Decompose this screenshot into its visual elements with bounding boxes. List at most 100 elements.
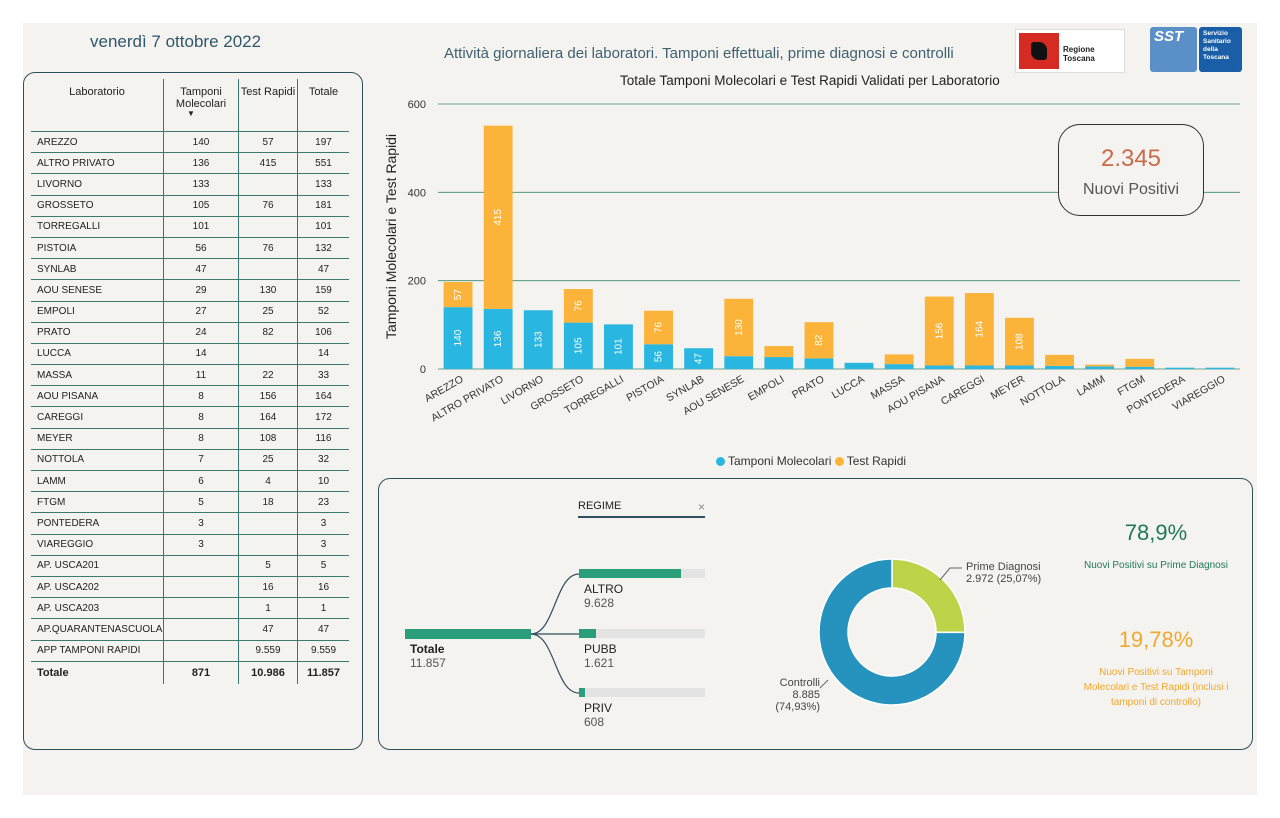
cell-totale: 159 [297, 279, 349, 302]
tree-bar-priv[interactable] [579, 688, 705, 697]
table-row[interactable]: EMPOLI 27 25 52 [31, 301, 349, 323]
bar-test-rapidi[interactable] [443, 281, 473, 308]
table-row[interactable]: AP. USCA203 1 1 [31, 597, 349, 620]
regione-toscana-logo: Regione Toscana [1015, 29, 1125, 73]
cell-totale: 16 [297, 576, 349, 599]
bar-tamponi[interactable] [724, 356, 754, 369]
bar-test-rapidi[interactable] [724, 298, 754, 357]
bar-tamponi[interactable] [924, 365, 954, 369]
table-row[interactable]: SYNLAB 47 47 [31, 258, 349, 281]
bar-tamponi[interactable] [483, 308, 513, 369]
table-row[interactable]: LIVORNO 133 133 [31, 173, 349, 196]
cell-test-rapidi: 47 [238, 618, 298, 641]
cell-totale: 551 [297, 152, 349, 175]
table-row[interactable]: AP.QUARANTENASCUOLA 47 47 [31, 618, 349, 641]
bar-tamponi[interactable] [1205, 367, 1235, 369]
bar-tamponi[interactable] [764, 357, 794, 369]
bar-test-rapidi[interactable] [483, 125, 513, 309]
y-tick-label: 600 [408, 99, 426, 111]
table-row[interactable]: GROSSETO 105 76 181 [31, 195, 349, 217]
donut-slice-controlli[interactable] [818, 558, 966, 706]
cell-tamponi: 133 [163, 173, 239, 196]
bar-test-rapidi[interactable] [804, 322, 834, 359]
donut-slice-prime-diagnosi[interactable] [891, 558, 966, 634]
bar-test-rapidi[interactable] [1085, 364, 1115, 367]
y-tick-label: 0 [420, 364, 426, 376]
tree-bar-pubb[interactable] [579, 629, 705, 638]
bar-test-rapidi[interactable] [924, 296, 954, 366]
bar-tamponi[interactable] [804, 358, 834, 369]
cell-test-rapidi: 25 [238, 301, 298, 323]
cell-totale: 101 [297, 216, 349, 238]
col-header-laboratorio[interactable]: Laboratorio [31, 79, 164, 132]
col-header-totale[interactable]: Totale [297, 79, 349, 132]
sst-logo: SST Servizio Sanitario della Toscana [1150, 27, 1242, 72]
table-row[interactable]: LUCCA 14 14 [31, 343, 349, 366]
bar-tamponi[interactable] [1085, 366, 1115, 369]
legend-item-test-rapidi[interactable]: Test Rapidi [834, 454, 906, 468]
legend-item-tamponi[interactable]: Tamponi Molecolari [716, 454, 831, 468]
bar-tamponi[interactable] [523, 310, 553, 369]
bar-test-rapidi[interactable] [563, 289, 593, 323]
cell-test-rapidi: 57 [238, 131, 298, 154]
report-date: venerdì 7 ottobre 2022 [90, 32, 262, 51]
bar-tamponi[interactable] [844, 362, 874, 369]
bar-tamponi[interactable] [1005, 365, 1034, 369]
table-row[interactable]: TORREGALLI 101 101 [31, 216, 349, 238]
data-label: 136 [493, 330, 504, 347]
regime-filter[interactable]: REGIME × [578, 500, 705, 518]
cell-tamponi [163, 576, 239, 599]
bar-test-rapidi[interactable] [1045, 354, 1074, 366]
table-row[interactable]: PISTOIA 56 76 132 [31, 237, 349, 260]
cell-laboratorio: AOU PISANA [31, 385, 164, 408]
bar-test-rapidi[interactable] [964, 293, 994, 366]
col-header-tamponi[interactable]: Tamponi Molecolari ▼ [163, 79, 239, 132]
cell-tamponi: 140 [163, 131, 239, 154]
bar-tamponi[interactable] [443, 307, 473, 369]
bar-test-rapidi[interactable] [644, 310, 673, 345]
bar-tamponi[interactable] [1165, 367, 1195, 369]
tree-bar-altro[interactable] [579, 569, 705, 578]
bar-test-rapidi[interactable] [884, 354, 914, 365]
cell-test-rapidi: 415 [238, 152, 298, 175]
cell-test-rapidi: 108 [238, 428, 298, 450]
bar-tamponi[interactable] [604, 324, 633, 369]
data-label: 56 [654, 351, 665, 363]
bar-test-rapidi[interactable] [764, 346, 794, 358]
cell-totale: 33 [297, 364, 349, 387]
bar-tamponi[interactable] [1125, 366, 1155, 369]
clear-filter-icon[interactable]: × [697, 500, 705, 514]
bar-tamponi[interactable] [884, 364, 914, 369]
tree-total-bar[interactable] [405, 629, 531, 639]
table-row[interactable]: AP. USCA202 16 16 [31, 576, 349, 599]
table-row[interactable]: ALTRO PRIVATO 136 415 551 [31, 152, 349, 175]
col-header-test-rapidi[interactable]: Test Rapidi [238, 79, 298, 132]
table-row[interactable]: MASSA 11 22 33 [31, 364, 349, 387]
table-row[interactable]: NOTTOLA 7 25 32 [31, 449, 349, 472]
table-total-row[interactable]: Totale 871 10.986 11.857 [31, 661, 349, 684]
table-row[interactable]: FTGM 5 18 23 [31, 491, 349, 514]
bar-test-rapidi[interactable] [1005, 317, 1034, 366]
cell-laboratorio: LAMM [31, 470, 164, 493]
table-row[interactable]: AOU PISANA 8 156 164 [31, 385, 349, 408]
bar-tamponi[interactable] [1045, 365, 1074, 369]
table-row[interactable]: APP TAMPONI RAPIDI 9.559 9.559 [31, 640, 349, 662]
table-row[interactable]: VIAREGGIO 3 3 [31, 534, 349, 556]
table-row[interactable]: CAREGGI 8 164 172 [31, 406, 349, 429]
bar-tamponi[interactable] [644, 344, 673, 369]
cell-totale: 132 [297, 237, 349, 260]
regione-toscana-logo-text: Regione Toscana [1063, 45, 1095, 63]
table-row[interactable]: AP. USCA201 5 5 [31, 555, 349, 577]
table-row[interactable]: PRATO 24 82 106 [31, 322, 349, 344]
table-row[interactable]: AOU SENESE 29 130 159 [31, 279, 349, 302]
table-row[interactable]: AREZZO 140 57 197 [31, 131, 349, 154]
bar-tamponi[interactable] [684, 348, 714, 369]
bar-test-rapidi[interactable] [1125, 358, 1155, 367]
table-row[interactable]: PONTEDERA 3 3 [31, 512, 349, 535]
bar-tamponi[interactable] [964, 365, 994, 369]
cell-laboratorio: MASSA [31, 364, 164, 387]
bar-tamponi[interactable] [563, 322, 593, 369]
table-row[interactable]: LAMM 6 4 10 [31, 470, 349, 493]
table-row[interactable]: MEYER 8 108 116 [31, 428, 349, 450]
cell-tamponi [163, 618, 239, 641]
